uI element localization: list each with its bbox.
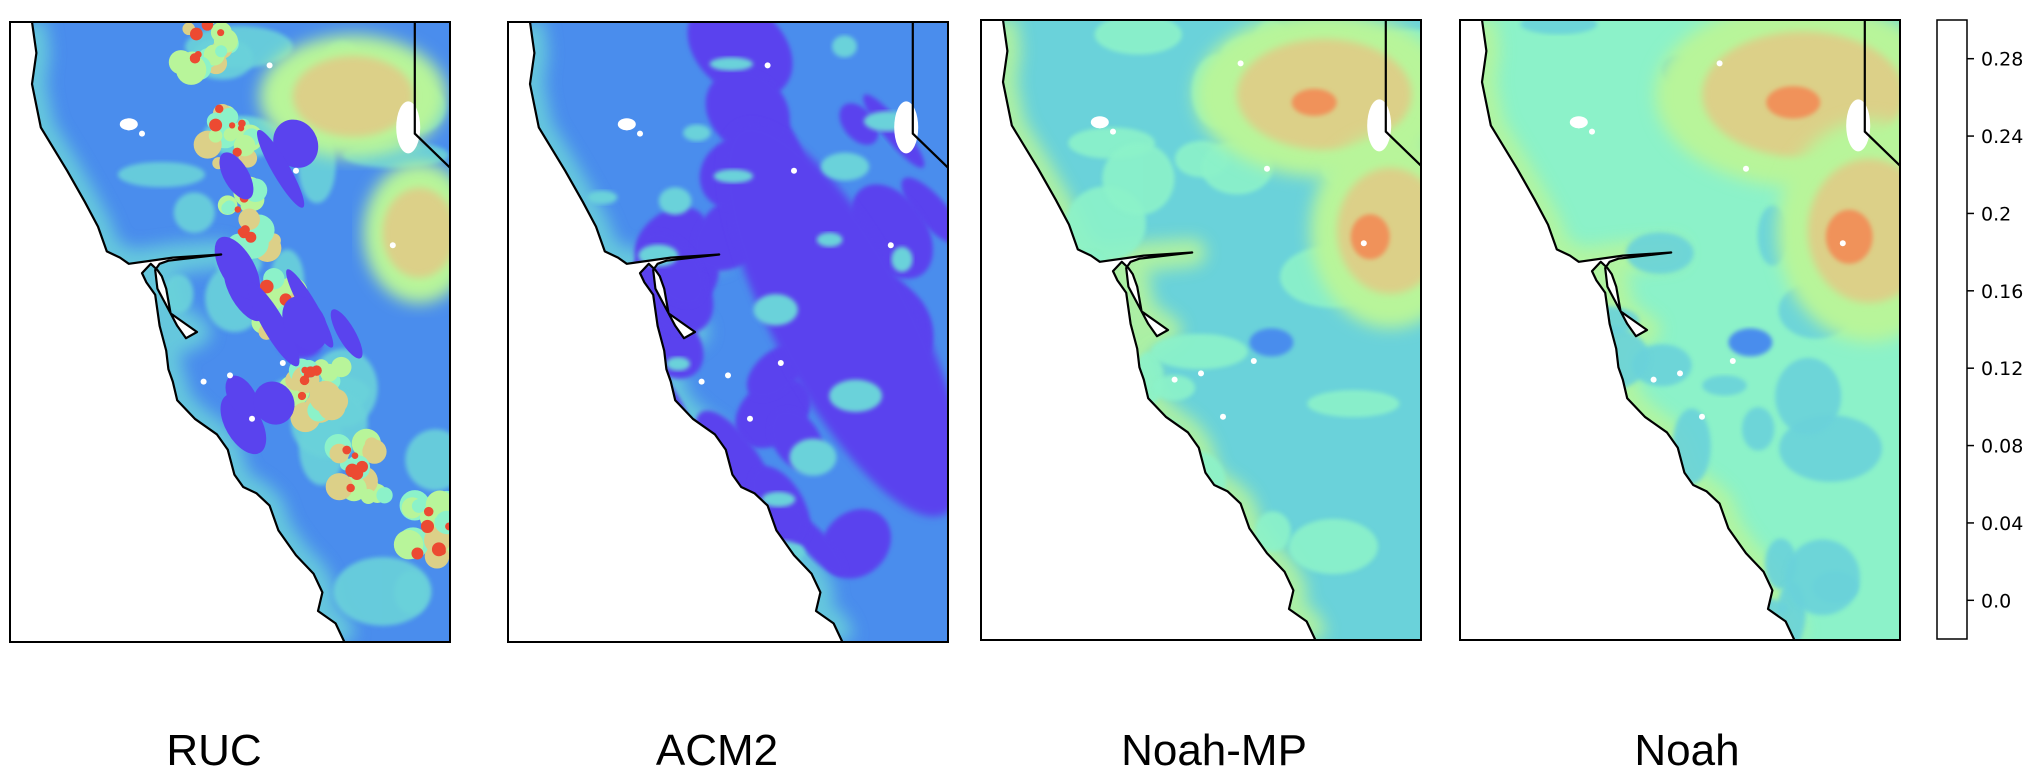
coastline: [1001, 19, 1317, 641]
map-frame: [9, 21, 451, 643]
colorbar-tick-label: 0.04: [1981, 513, 2023, 535]
ocean: [1460, 20, 1795, 640]
coastline: [528, 21, 844, 643]
panel-title: ACM2: [656, 726, 778, 775]
panel-title: RUC: [166, 726, 261, 775]
panel-title: Noah: [1634, 726, 1739, 775]
map-panel-noah-mp: Noah-MP: [980, 19, 1422, 775]
map-panel-acm2: ACM2: [507, 21, 949, 775]
state-border: [413, 22, 451, 169]
colorbar-tick-label: 0.28: [1981, 49, 2023, 71]
colorbar-tick-label: 0.12: [1981, 358, 2023, 380]
state-border: [1384, 20, 1422, 167]
colorbar-tick-label: 0.08: [1981, 436, 2023, 458]
ocean: [508, 22, 843, 642]
colorbar-tick-label: 0.16: [1981, 281, 2023, 303]
map-frame: [507, 21, 949, 643]
coastline: [30, 21, 346, 643]
panel-title: Noah-MP: [1121, 726, 1307, 775]
colorbar-tick-label: 0.2: [1981, 203, 2011, 225]
map-panel-noah: Noah: [1459, 19, 1901, 775]
colorbar: 0.0 0.04 0.08 0.12 0.16 0.2 0.24 0.28: [1936, 19, 2023, 640]
coastline: [1480, 19, 1796, 641]
map-panel-ruc: RUC: [9, 21, 451, 775]
colorbar-tick-label: 0.0: [1981, 590, 2011, 612]
ocean: [10, 22, 345, 642]
colorbar-tick-label: 0.24: [1981, 126, 2023, 148]
map-frame: [980, 19, 1422, 641]
map-frame: [1459, 19, 1901, 641]
state-border: [911, 22, 949, 169]
state-border: [1863, 20, 1901, 167]
ocean: [981, 20, 1316, 640]
